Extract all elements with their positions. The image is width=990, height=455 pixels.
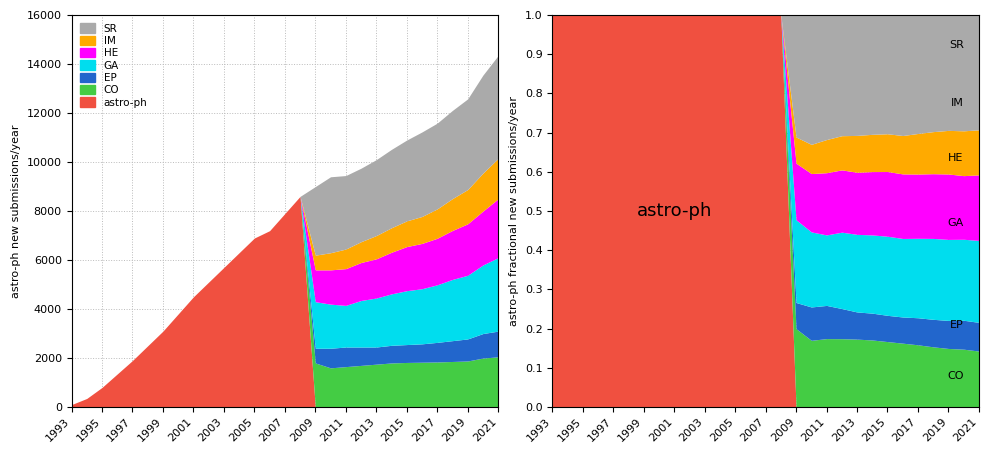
Text: EP: EP — [949, 320, 963, 330]
Y-axis label: astro-ph fractional new submissions/year: astro-ph fractional new submissions/year — [509, 96, 519, 326]
Text: SR: SR — [948, 40, 963, 50]
Text: astro-ph: astro-ph — [637, 202, 712, 220]
Text: CO: CO — [947, 371, 963, 381]
Text: GA: GA — [947, 218, 963, 228]
Legend: SR, IM, HE, GA, EP, CO, astro-ph: SR, IM, HE, GA, EP, CO, astro-ph — [76, 20, 150, 111]
Text: HE: HE — [948, 153, 963, 163]
Text: IM: IM — [950, 98, 963, 108]
Y-axis label: astro-ph new submissions/year: astro-ph new submissions/year — [11, 124, 21, 298]
